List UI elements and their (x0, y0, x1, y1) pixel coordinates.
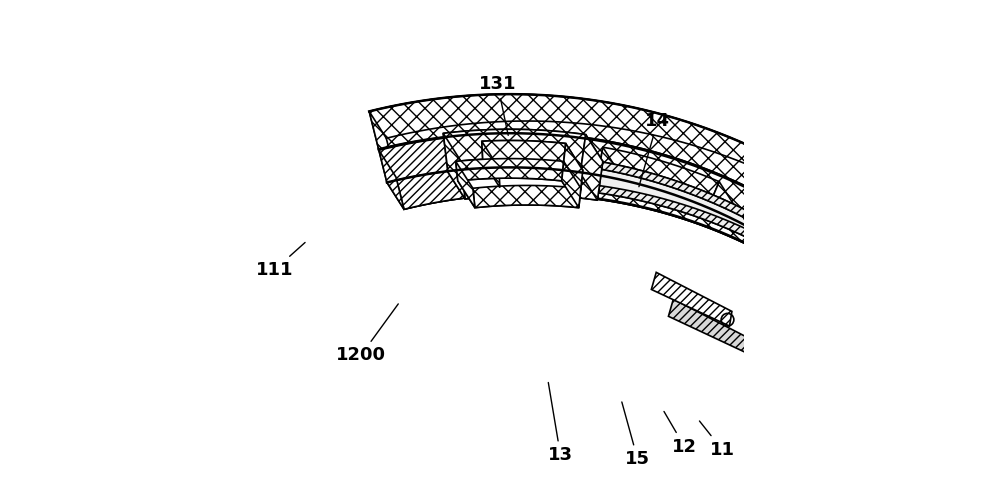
Polygon shape (456, 162, 475, 208)
Polygon shape (910, 342, 953, 389)
Polygon shape (396, 161, 953, 389)
Polygon shape (856, 279, 896, 330)
Polygon shape (711, 182, 736, 228)
Polygon shape (448, 168, 597, 200)
Polygon shape (562, 162, 581, 208)
Polygon shape (937, 318, 985, 368)
Polygon shape (598, 186, 764, 244)
Polygon shape (585, 137, 773, 218)
Polygon shape (379, 133, 954, 368)
Polygon shape (599, 168, 728, 228)
Text: 11: 11 (699, 421, 735, 459)
Polygon shape (483, 160, 581, 190)
Polygon shape (456, 159, 581, 188)
Polygon shape (482, 140, 566, 163)
Polygon shape (581, 159, 746, 217)
Polygon shape (443, 134, 465, 199)
Text: 13: 13 (548, 382, 573, 464)
Polygon shape (668, 299, 749, 353)
Polygon shape (473, 186, 581, 208)
Polygon shape (482, 141, 500, 188)
Polygon shape (564, 143, 583, 190)
Polygon shape (581, 166, 760, 244)
Polygon shape (598, 164, 773, 249)
Text: 15: 15 (622, 402, 650, 468)
Polygon shape (387, 167, 927, 389)
Polygon shape (379, 134, 936, 362)
Polygon shape (379, 150, 404, 209)
Polygon shape (741, 191, 773, 249)
Text: 12: 12 (664, 411, 697, 456)
Polygon shape (482, 140, 583, 170)
Polygon shape (581, 137, 756, 222)
Polygon shape (651, 273, 732, 326)
Polygon shape (499, 167, 583, 190)
Polygon shape (369, 94, 968, 342)
Polygon shape (603, 147, 736, 209)
Polygon shape (616, 174, 736, 228)
Polygon shape (856, 304, 927, 389)
Polygon shape (910, 342, 953, 389)
Text: 1200: 1200 (336, 304, 398, 364)
Polygon shape (743, 211, 764, 244)
Polygon shape (456, 159, 564, 181)
Polygon shape (580, 135, 603, 200)
Text: 111: 111 (256, 243, 305, 279)
Text: 131: 131 (479, 76, 516, 136)
Polygon shape (856, 279, 936, 362)
Polygon shape (386, 121, 985, 368)
Polygon shape (460, 156, 603, 200)
Polygon shape (581, 171, 758, 249)
Text: 14: 14 (639, 112, 670, 187)
Polygon shape (458, 178, 579, 208)
Polygon shape (369, 94, 985, 344)
Polygon shape (379, 134, 953, 369)
Polygon shape (581, 159, 599, 193)
Polygon shape (443, 129, 586, 173)
Polygon shape (599, 147, 620, 195)
Polygon shape (599, 147, 719, 201)
Polygon shape (873, 306, 953, 389)
Polygon shape (581, 137, 602, 198)
Polygon shape (879, 279, 953, 369)
Polygon shape (369, 111, 396, 176)
Polygon shape (582, 159, 764, 237)
Polygon shape (443, 129, 603, 162)
